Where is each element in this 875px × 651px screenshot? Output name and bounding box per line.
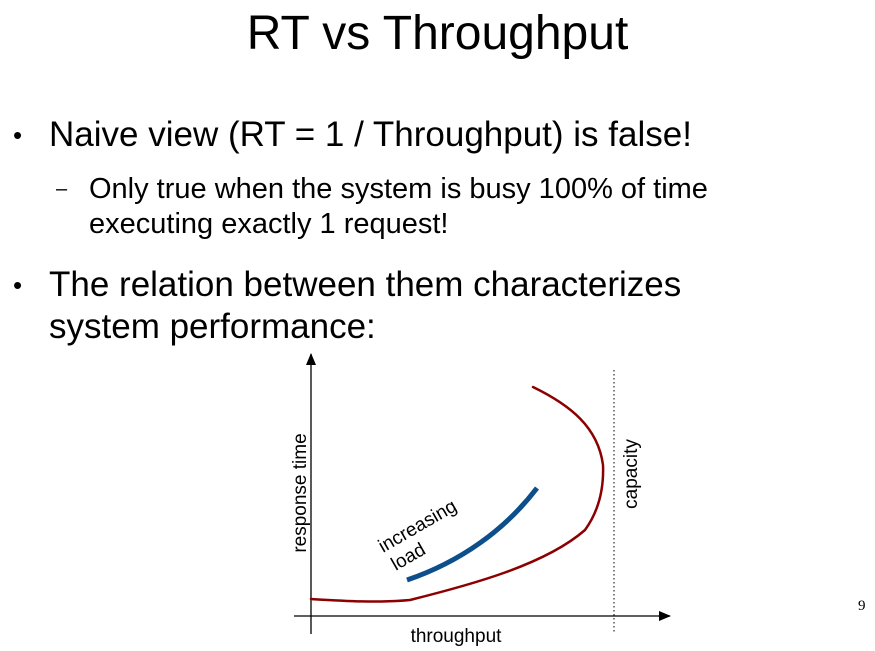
increasing-load-arrow: [406, 486, 539, 583]
y-axis-label: response time: [290, 433, 311, 552]
bullet-1-line-1: Naive view (RT = 1 / Throughput) is fals…: [49, 115, 692, 154]
slide-title: RT vs Throughput: [246, 7, 629, 60]
bullet-1-text: Naive view (RT = 1 / Throughput) is fals…: [49, 114, 692, 156]
bullet-marker: •: [13, 120, 23, 150]
x-axis-label: throughput: [411, 626, 503, 647]
bullet-2-line-1: The relation between them characterizes: [49, 265, 682, 304]
sub-bullet-1-line-2: executing exactly 1 request!: [89, 208, 449, 240]
rt-throughput-curve: [309, 385, 605, 603]
page-number: 9: [858, 598, 866, 614]
sub-bullet-1-line-1: Only true when the system is busy 100% o…: [89, 173, 708, 205]
bullet-2-text: The relation between them characterizes …: [49, 264, 681, 348]
increasing-load-label: increasing load: [375, 496, 461, 576]
bullet-marker: •: [13, 270, 23, 300]
sub-bullet-marker: –: [56, 178, 68, 200]
sub-bullet-1-text: Only true when the system is busy 100% o…: [89, 172, 708, 242]
capacity-label: capacity: [621, 439, 642, 509]
bullet-2-line-2: system performance:: [49, 307, 376, 346]
